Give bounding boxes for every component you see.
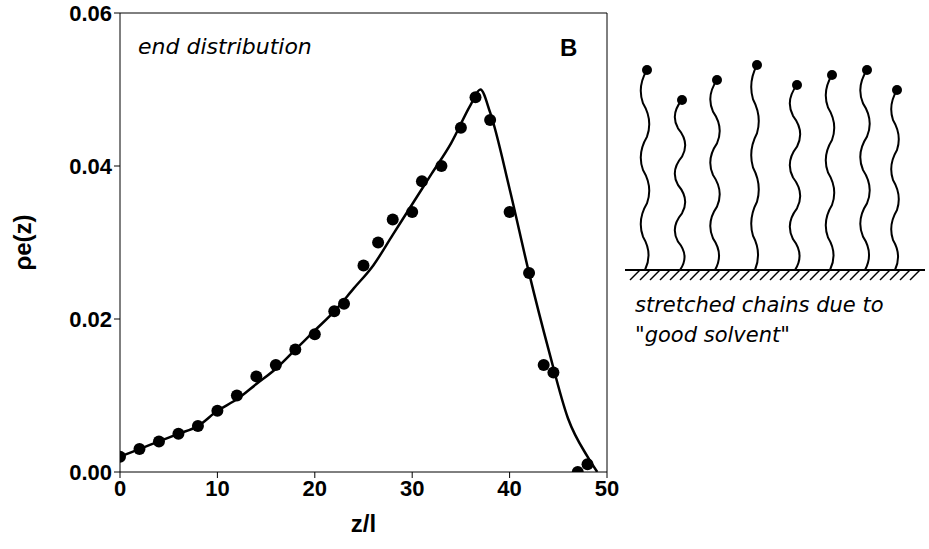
svg-text:ρe(z): ρe(z) xyxy=(9,214,36,270)
html-text:end distribution: end distribution xyxy=(138,34,312,59)
svg-text:0.04: 0.04 xyxy=(69,154,113,179)
svg-text:0.06: 0.06 xyxy=(69,1,112,26)
svg-text:50: 50 xyxy=(595,476,619,501)
svg-text:0.02: 0.02 xyxy=(69,307,112,332)
svg-text:0.00: 0.00 xyxy=(69,460,112,485)
svg-text:0: 0 xyxy=(114,476,126,501)
svg-text:z/l: z/l xyxy=(351,510,376,537)
svg-text:20: 20 xyxy=(303,476,327,501)
html-text:stretched chains due to "good: stretched chains due to "good solvent" xyxy=(635,293,884,347)
svg-text:30: 30 xyxy=(400,476,424,501)
svg-text:10: 10 xyxy=(205,476,229,501)
svg-text:40: 40 xyxy=(497,476,521,501)
html-text:B: B xyxy=(560,34,578,61)
